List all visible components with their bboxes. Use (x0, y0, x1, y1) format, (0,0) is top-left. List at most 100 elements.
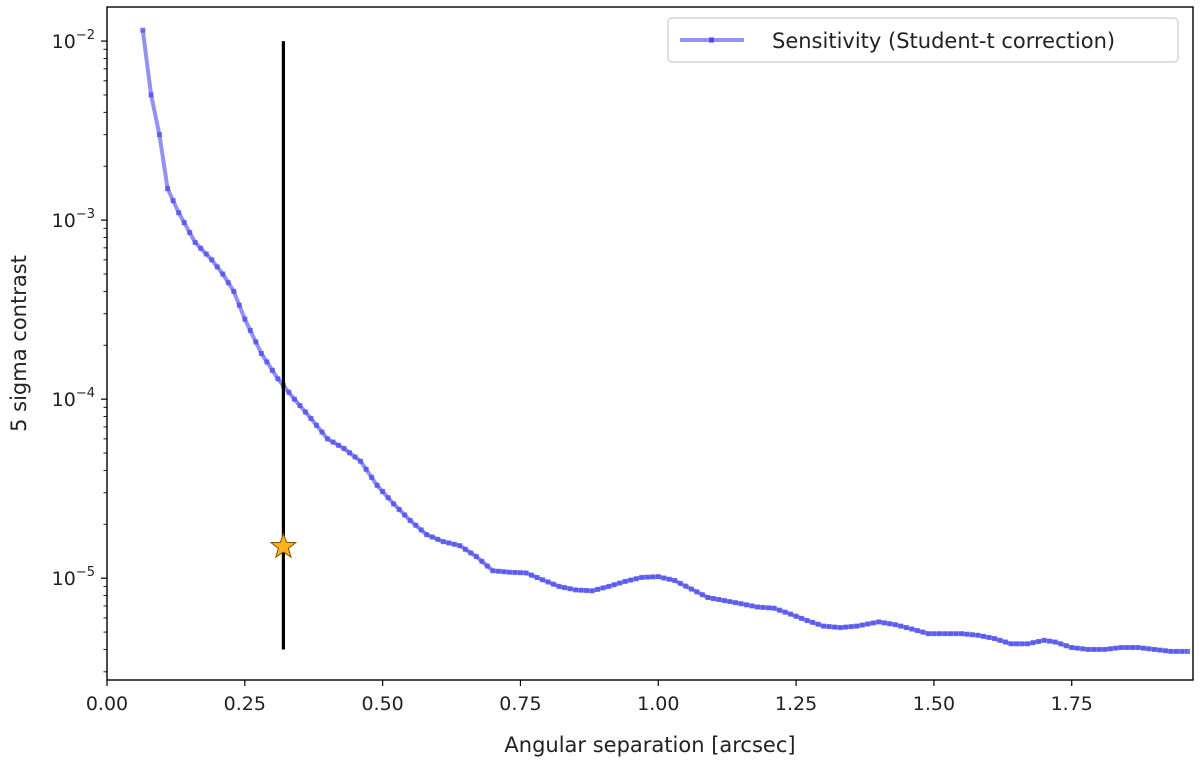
series-marker (170, 198, 176, 204)
series-marker (396, 506, 402, 512)
series-marker (523, 570, 529, 576)
series-marker (402, 512, 408, 518)
series-marker (540, 577, 546, 583)
series-marker (914, 628, 920, 634)
series-marker (140, 27, 146, 33)
series-marker (424, 532, 430, 538)
series-marker (517, 570, 523, 576)
series-marker (479, 558, 485, 564)
series-marker (782, 609, 788, 615)
legend-marker-swatch (709, 37, 714, 43)
series-marker (214, 264, 220, 270)
series-marker (385, 495, 391, 501)
series-marker (374, 482, 380, 488)
series-marker (242, 316, 248, 322)
series-marker (451, 541, 457, 547)
series-marker (528, 572, 534, 578)
series-marker (865, 621, 871, 627)
series-marker (220, 271, 226, 277)
series-marker (1085, 646, 1091, 652)
series-marker (958, 631, 964, 637)
series-marker (501, 569, 507, 575)
series-marker (721, 598, 727, 604)
series-marker (435, 536, 441, 542)
series-marker (683, 583, 689, 589)
series-marker (275, 376, 281, 382)
series-marker (1025, 641, 1031, 647)
axes-frame (106, 6, 1194, 681)
series-marker (407, 518, 413, 524)
series-marker (319, 429, 325, 435)
annotations-layer (269, 41, 298, 650)
series-marker (793, 613, 799, 619)
series-marker (1135, 645, 1141, 651)
y-tick-label: 10−4 (52, 386, 95, 411)
series-marker (843, 624, 849, 630)
series-marker (859, 622, 865, 628)
series-marker (633, 576, 639, 582)
series-marker (854, 623, 860, 629)
series-marker (1102, 646, 1108, 652)
series-marker (749, 603, 755, 609)
x-axis-label: Angular separation [arcsec] (504, 733, 795, 757)
series-marker (1168, 648, 1174, 654)
series-marker (677, 580, 683, 586)
series-marker (606, 583, 612, 589)
series-marker (1113, 645, 1119, 651)
series-marker (253, 339, 259, 345)
series-marker (804, 618, 810, 624)
series-marker (969, 632, 975, 638)
series-marker (1184, 648, 1190, 654)
series-marker (562, 585, 568, 591)
series-marker (148, 92, 154, 98)
series-marker (931, 631, 937, 637)
series-marker (947, 631, 953, 637)
series-marker (446, 540, 452, 546)
series-marker (380, 489, 386, 495)
series-marker (617, 580, 623, 586)
series-marker (694, 589, 700, 595)
series-marker (258, 350, 264, 356)
series-marker (490, 568, 496, 574)
series-marker (595, 586, 601, 592)
series-marker (655, 574, 661, 580)
y-tick-label: 10−5 (52, 565, 95, 590)
series-marker (1047, 638, 1053, 644)
series-marker (484, 563, 490, 569)
x-tick-label: 0.50 (361, 693, 403, 715)
y-axis-ticks: 10−2 10−3 10−4 10−5 (52, 28, 107, 673)
series-marker (1146, 646, 1152, 652)
series-marker (981, 633, 987, 639)
series-marker (997, 637, 1003, 643)
series-marker (710, 596, 716, 602)
x-axis-ticks: 0.00 0.25 0.50 0.75 1.00 1.25 1.50 1.75 (86, 680, 1093, 715)
series-marker (644, 574, 650, 580)
series-marker (760, 604, 766, 610)
x-tick-label: 1.00 (637, 693, 679, 715)
x-tick-label: 0.75 (499, 693, 541, 715)
series-marker (881, 620, 887, 626)
series-marker (551, 581, 557, 587)
series-marker (672, 578, 678, 584)
series-marker (286, 389, 292, 395)
x-tick-label: 1.25 (775, 693, 817, 715)
series-marker (815, 621, 821, 627)
series-marker (462, 546, 468, 552)
series-marker (1129, 645, 1135, 651)
series-marker (936, 631, 942, 637)
series-marker (650, 574, 656, 580)
series-marker (743, 602, 749, 608)
series-marker (297, 403, 303, 409)
series-marker (573, 587, 579, 593)
series-marker (313, 422, 319, 428)
series-marker (584, 588, 590, 594)
x-tick-label: 0.25 (224, 693, 266, 715)
series-marker (942, 631, 948, 637)
series-layer (140, 27, 1190, 654)
series-marker (964, 631, 970, 637)
series-marker (1162, 648, 1168, 654)
series-marker (688, 586, 694, 592)
y-tick-label: 10−3 (52, 207, 95, 232)
series-marker (418, 527, 424, 533)
series-marker (1052, 639, 1058, 645)
